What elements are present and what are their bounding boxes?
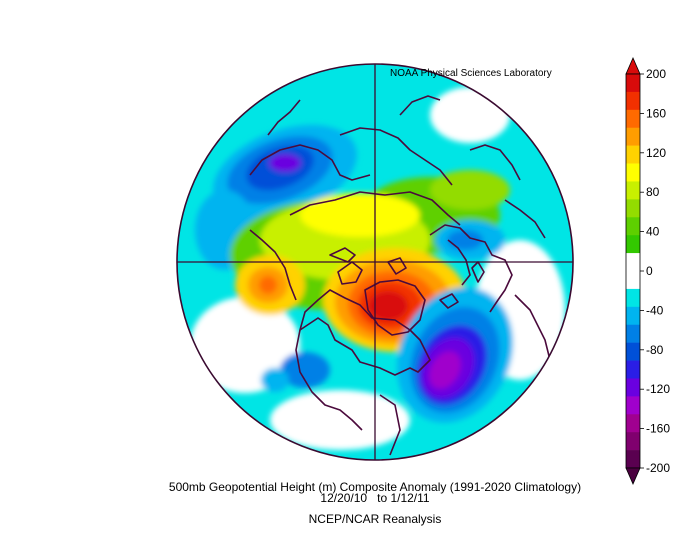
- coastline-canadian-archipelago: [329, 247, 407, 285]
- negative-anomaly-south-blob: [280, 352, 330, 388]
- colorbar-top-arrow: [625, 57, 641, 75]
- colorbar: 200 160 120 80 40 0 -40 -80 -120 -160 -200: [625, 57, 670, 485]
- colorbar-bin: [626, 288, 640, 308]
- colorbar-bottom-arrow: [625, 467, 641, 485]
- coastline-middle-east: [469, 144, 521, 181]
- negative-anomaly-east-core: [447, 230, 483, 250]
- positive-anomaly-west-core: [259, 276, 277, 294]
- coastline-southeast-asia: [399, 95, 441, 116]
- coastline-europe: [429, 224, 513, 313]
- coastline-north-america: [299, 289, 431, 376]
- coastlines: [249, 95, 561, 456]
- colorbar-tick-label: 0: [646, 264, 653, 278]
- colorbar-tick-label: -200: [646, 461, 670, 475]
- figure-date-range: 12/20/10 to 1/12/11: [320, 491, 430, 505]
- colorbar-bin: [626, 378, 640, 397]
- map-disc-border: [176, 63, 574, 461]
- colorbar-bin: [626, 145, 640, 164]
- grid-lines: [177, 64, 573, 460]
- colorbar-bin: [626, 91, 640, 111]
- colorbar-tick-label: 80: [646, 185, 660, 199]
- colorbar-bin: [626, 342, 640, 361]
- colorbar-bin: [626, 306, 640, 326]
- coastline-central-america: [295, 329, 363, 431]
- colorbar-bin: [626, 127, 640, 146]
- positive-anomaly-band-northeast: [430, 170, 510, 210]
- zero-anomaly-region-north: [430, 87, 510, 143]
- figure-dataset: NCEP/NCAR Reanalysis: [309, 512, 442, 526]
- negative-anomaly-southwest-blob: [261, 368, 289, 392]
- coastline-mediterranean: [504, 199, 546, 239]
- colorbar-bin: [626, 414, 640, 433]
- colorbar-bin: [626, 360, 640, 379]
- coastline-east-asia: [249, 144, 371, 181]
- colorbar-bin: [626, 199, 640, 218]
- colorbar-bin: [626, 217, 640, 236]
- polar-map-disc: [176, 63, 574, 461]
- credit-label: NOAA Physical Sciences Laboratory: [390, 68, 552, 79]
- coastline-scandinavia: [447, 239, 471, 286]
- negative-anomaly-atlantic-core: [429, 351, 461, 389]
- colorbar-bin: [626, 396, 640, 415]
- colorbar-tick-label: -160: [646, 422, 670, 436]
- colorbar-bin: [626, 253, 640, 272]
- coastline-japan: [267, 99, 301, 136]
- negative-anomaly-pacific-core: [269, 154, 301, 172]
- colorbar-bin: [626, 109, 640, 129]
- colorbar-bin: [626, 235, 640, 254]
- colorbar-tick-label: 120: [646, 146, 666, 160]
- colorbar-bin: [626, 432, 640, 451]
- positive-anomaly-main-core: [368, 291, 408, 321]
- colorbar-tick-label: -80: [646, 343, 664, 357]
- colorbar-tick-label: -40: [646, 303, 664, 317]
- colorbar-bin: [626, 163, 640, 182]
- figure-title: 500mb Geopotential Height (m) Composite …: [169, 480, 581, 494]
- colorbar-bin: [626, 181, 640, 200]
- colorbar-bin: [626, 74, 640, 93]
- coastline-iceland: [439, 293, 459, 309]
- colorbar-tick-label: -120: [646, 382, 670, 396]
- colorbar-tick-label: 200: [646, 67, 666, 81]
- coastline-alaska: [249, 229, 297, 301]
- colorbar-tick-label: 160: [646, 106, 666, 120]
- coastline-british-isles: [471, 261, 485, 283]
- coastline-asia-north: [339, 127, 453, 186]
- colorbar-bin: [626, 271, 640, 290]
- colorbar-bin: [626, 324, 640, 343]
- colorbar-bin: [626, 450, 640, 469]
- coastline-south-america: [379, 394, 401, 456]
- coastline-siberia: [289, 191, 461, 226]
- positive-anomaly-band-north: [300, 193, 420, 237]
- colorbar-tick-label: 40: [646, 225, 660, 239]
